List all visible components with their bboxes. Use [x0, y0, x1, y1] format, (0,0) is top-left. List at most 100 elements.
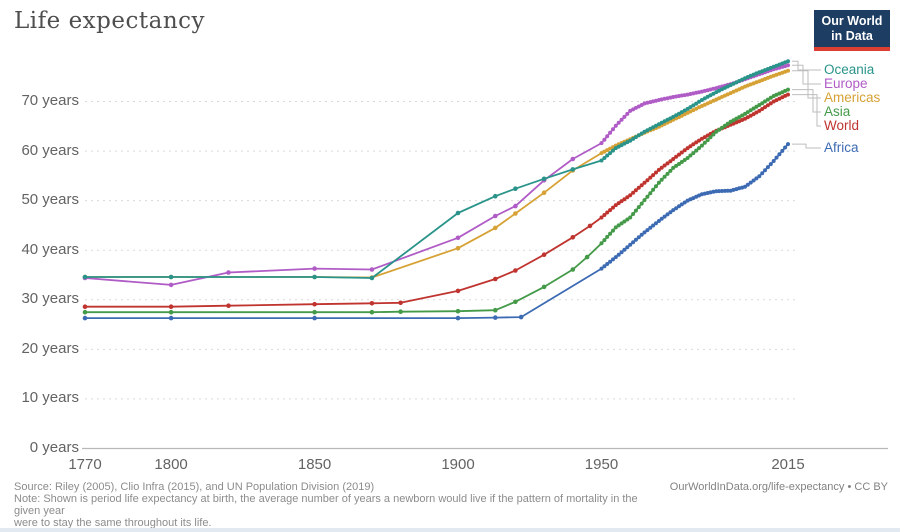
data-point-world — [639, 183, 644, 188]
data-point-europe — [168, 282, 174, 288]
data-point-oceania — [633, 135, 638, 140]
legend-label-europe[interactable]: Europe — [824, 76, 868, 91]
data-point-asia — [702, 140, 707, 145]
data-point-asia — [82, 309, 88, 315]
data-point-world — [625, 195, 630, 200]
series-line-europe — [84, 64, 789, 286]
data-point-asia — [513, 299, 518, 305]
data-point-world — [765, 103, 770, 108]
data-point-asia — [622, 219, 627, 224]
data-point-world — [786, 92, 790, 97]
data-point-africa — [455, 315, 461, 321]
data-point-asia — [642, 198, 647, 203]
data-point-world — [613, 203, 618, 208]
data-point-africa — [633, 237, 638, 242]
legend-label-americas[interactable]: Americas — [824, 90, 881, 105]
data-point-asia — [654, 184, 658, 189]
data-point-oceania — [786, 59, 790, 64]
data-point-africa — [722, 188, 727, 193]
data-point-europe — [605, 134, 610, 139]
legend-label-oceania[interactable]: Oceania — [824, 62, 875, 77]
data-point-africa — [763, 168, 767, 173]
data-point-world — [685, 146, 690, 151]
series-line-africa — [85, 143, 789, 319]
data-point-africa — [754, 176, 759, 181]
data-point-africa — [665, 212, 670, 217]
data-point-europe — [616, 120, 621, 125]
data-point-asia — [668, 168, 673, 173]
data-point-africa — [616, 252, 621, 257]
note-text-line2: were to stay the same throughout its lif… — [14, 517, 212, 529]
data-point-africa — [748, 180, 753, 185]
data-point-world — [651, 173, 656, 178]
data-point-asia — [674, 163, 679, 168]
data-point-asia — [659, 177, 664, 182]
legend-label-asia[interactable]: Asia — [824, 104, 851, 119]
legend-label-africa[interactable]: Africa — [824, 140, 859, 155]
data-point-asia — [765, 97, 770, 102]
page-title: Life expectancy — [14, 8, 206, 34]
data-point-africa — [608, 259, 613, 264]
data-point-asia — [168, 309, 174, 315]
data-point-world — [633, 188, 638, 193]
data-point-asia — [645, 194, 650, 199]
x-tick-label-2015: 2015 — [771, 456, 805, 473]
data-point-world — [636, 185, 641, 190]
data-point-oceania — [168, 274, 174, 280]
data-point-asia — [651, 187, 656, 192]
data-point-asia — [369, 309, 375, 315]
y-tick-label-0: 0 years — [29, 439, 79, 456]
data-point-asia — [665, 171, 670, 176]
data-point-world — [168, 304, 174, 310]
data-point-africa — [668, 210, 673, 215]
data-point-europe — [602, 137, 607, 142]
data-point-asia — [639, 201, 644, 206]
data-point-africa — [602, 264, 607, 269]
data-point-oceania — [599, 158, 604, 163]
data-point-asia — [656, 180, 661, 185]
footer-notes: Source: Riley (2005), Clio Infra (2015),… — [14, 481, 654, 529]
data-point-africa — [605, 262, 610, 266]
data-point-oceania — [541, 176, 547, 182]
data-point-world — [599, 215, 604, 220]
attribution-link[interactable]: OurWorldInData.org/life-expectancy • CC … — [669, 481, 888, 493]
data-point-europe — [608, 130, 613, 135]
y-tick-label-30: 30 years — [21, 290, 79, 308]
data-point-africa — [745, 182, 750, 187]
data-point-world — [697, 138, 701, 143]
data-point-asia — [608, 231, 613, 236]
data-point-asia — [711, 132, 716, 137]
bottom-edge-strip — [0, 528, 900, 532]
source-text: Source: Riley (2005), Clio Infra (2015),… — [14, 481, 375, 493]
data-point-world — [757, 108, 762, 113]
data-point-asia — [768, 95, 773, 100]
data-point-europe — [513, 203, 518, 209]
data-point-world — [662, 163, 667, 168]
data-point-africa — [682, 200, 687, 205]
data-point-asia — [722, 123, 727, 128]
data-point-europe — [369, 267, 375, 272]
data-point-world — [628, 193, 633, 198]
data-point-africa — [677, 204, 681, 209]
data-point-africa — [783, 145, 788, 150]
data-point-europe — [455, 235, 461, 241]
data-point-africa — [786, 142, 790, 147]
data-point-asia — [605, 234, 610, 239]
data-point-africa — [674, 206, 679, 211]
data-point-africa — [760, 171, 765, 176]
x-tick-label-1900: 1900 — [441, 456, 475, 473]
data-point-world — [642, 180, 647, 185]
owid-logo[interactable]: Our World in Data — [814, 10, 890, 51]
legend-label-world[interactable]: World — [824, 118, 860, 133]
data-point-world — [682, 148, 687, 153]
data-point-africa — [768, 162, 773, 167]
data-point-africa — [656, 219, 661, 223]
data-point-africa — [645, 228, 650, 233]
x-tick-label-1800: 1800 — [154, 456, 188, 473]
data-point-world — [668, 159, 673, 164]
data-point-asia — [717, 127, 722, 132]
data-point-africa — [774, 155, 779, 160]
data-point-africa — [654, 221, 658, 226]
data-point-asia — [685, 156, 690, 160]
